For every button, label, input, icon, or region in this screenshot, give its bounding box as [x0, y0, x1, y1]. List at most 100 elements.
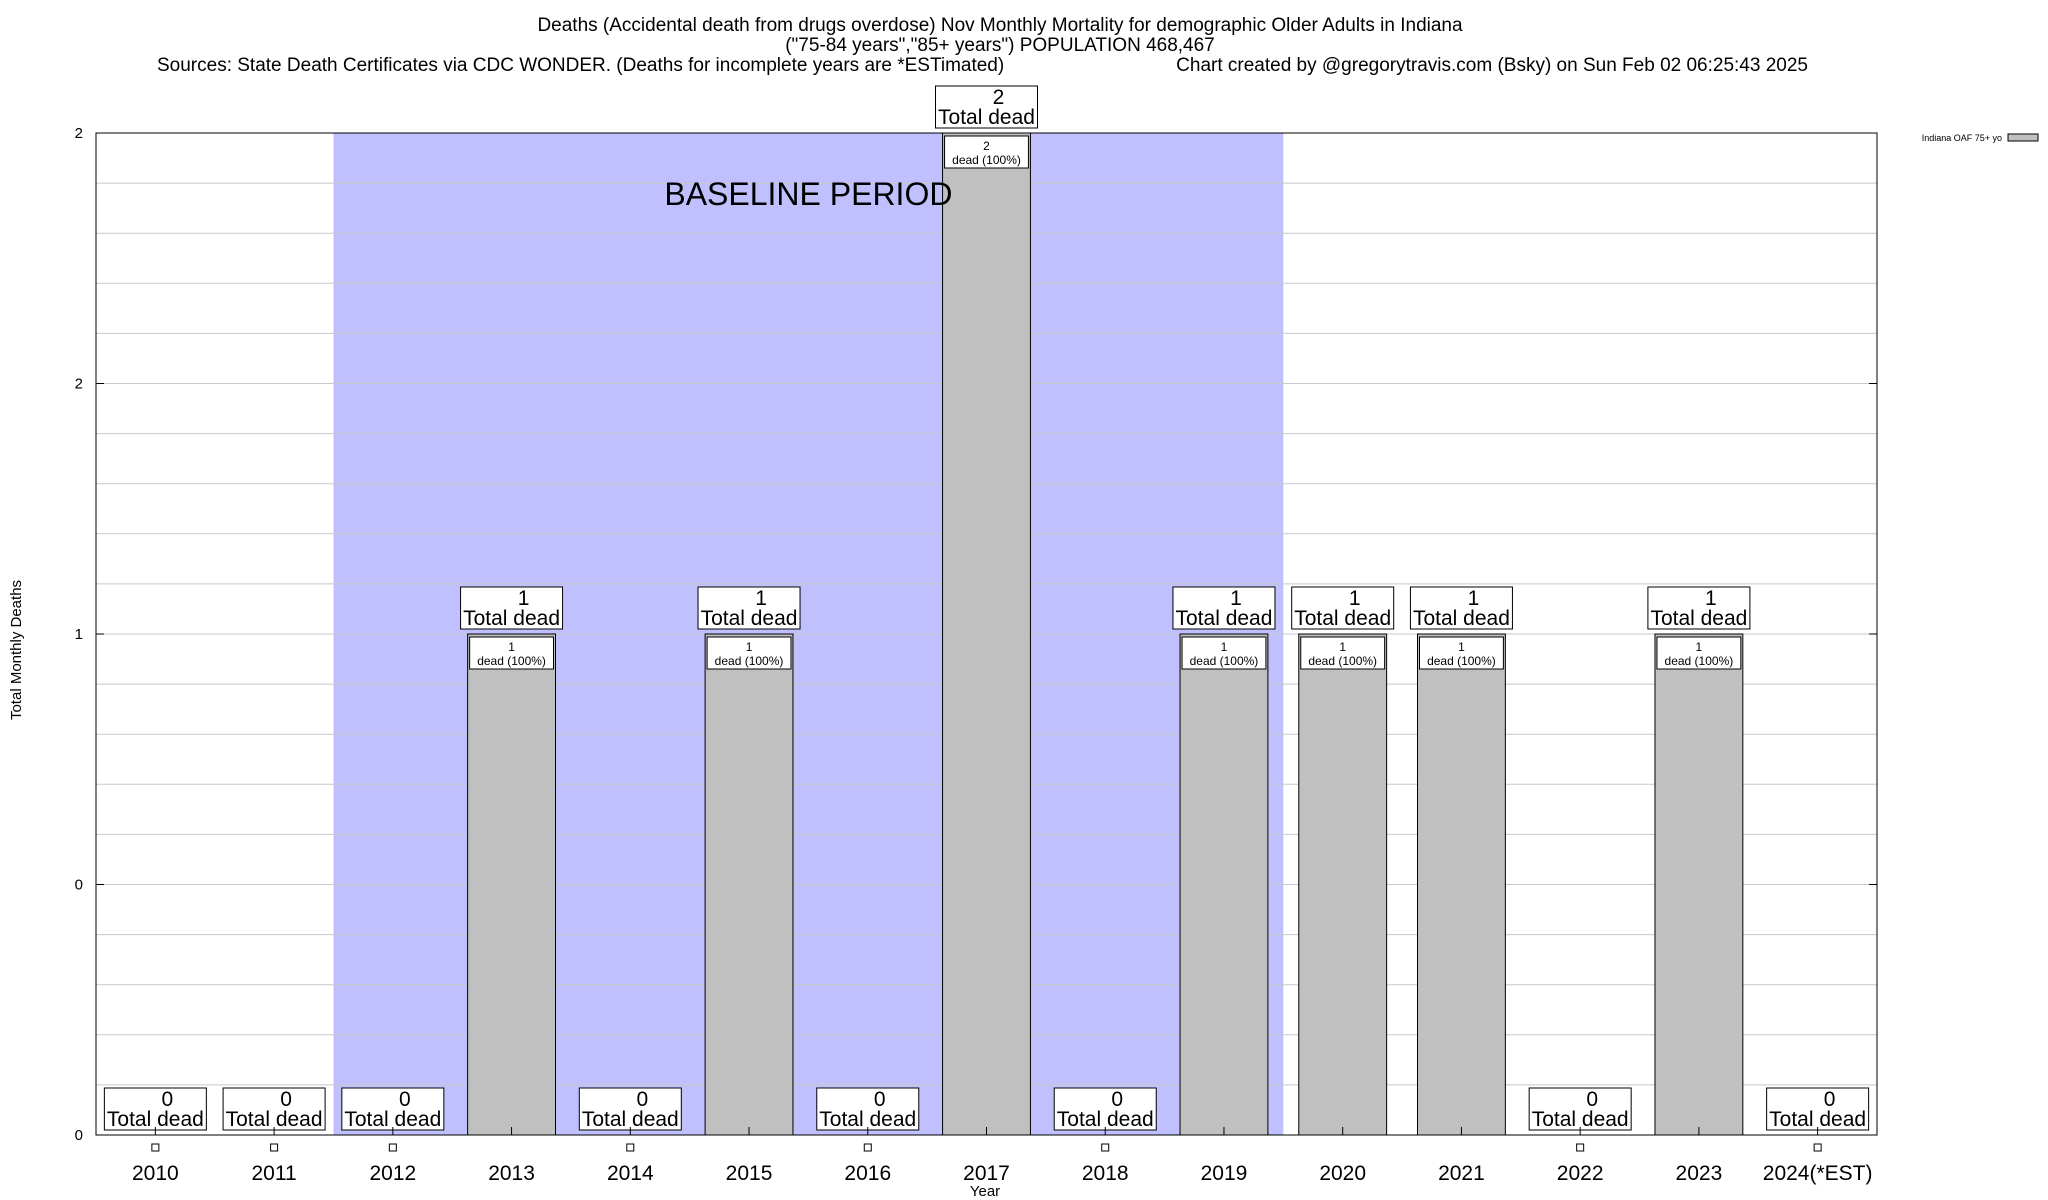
- total-label-box: [1053, 1087, 1157, 1131]
- zero-marker: [1576, 1143, 1585, 1152]
- total-label-value: 1: [1230, 587, 1242, 610]
- x-tick-label: 2016: [844, 1162, 891, 1185]
- bar-inner-label-box: [706, 636, 792, 670]
- y-tick-label: 2: [75, 376, 83, 393]
- bar-inner-value: 2: [983, 139, 990, 153]
- bar-inner-value: 1: [508, 640, 515, 654]
- x-tick-label: 2022: [1557, 1162, 1604, 1185]
- bar-2013: [467, 633, 556, 1136]
- total-label-text: Total dead: [1769, 1108, 1866, 1131]
- bar-inner-value: 1: [1696, 640, 1703, 654]
- total-label-box: [1528, 1087, 1632, 1131]
- total-label-text: Total dead: [463, 607, 560, 630]
- bar-inner-label-box: [1656, 636, 1742, 670]
- total-label-box: [1172, 586, 1276, 630]
- total-label-box: [578, 1087, 682, 1131]
- zero-marker: [863, 1143, 872, 1152]
- bar-inner-label-box: [1300, 636, 1386, 670]
- chart-sources: Sources: State Death Certificates via CD…: [157, 55, 1004, 76]
- x-tick-label: 2014: [607, 1162, 654, 1185]
- total-label-value: 1: [1705, 587, 1717, 610]
- total-label-box: [460, 586, 564, 630]
- total-label-value: 0: [280, 1088, 292, 1111]
- total-label-text: Total dead: [1532, 1108, 1629, 1131]
- bar-inner-percent: dead (100%): [952, 153, 1021, 167]
- x-tick-label: 2018: [1082, 1162, 1129, 1185]
- x-tick-label: 2023: [1676, 1162, 1723, 1185]
- total-label-text: Total dead: [107, 1108, 204, 1131]
- y-tick-label: 0: [75, 1127, 83, 1144]
- total-label-value: 0: [1111, 1088, 1123, 1111]
- total-label-text: Total dead: [344, 1108, 441, 1131]
- bar-2020: [1298, 633, 1388, 1136]
- zero-marker: [626, 1143, 635, 1152]
- x-tick-label: 2011: [252, 1162, 297, 1185]
- x-tick-label: 2021: [1438, 1162, 1485, 1185]
- bar-inner-percent: dead (100%): [1665, 654, 1734, 668]
- zero-marker: [270, 1143, 279, 1152]
- zero-marker: [388, 1143, 397, 1152]
- bar-2015: [704, 633, 794, 1136]
- y-axis-label: Total Monthly Deaths: [8, 580, 25, 720]
- total-label-box: [1291, 586, 1395, 630]
- total-label-value: 0: [162, 1088, 174, 1111]
- x-tick-label: 2010: [132, 1162, 179, 1185]
- total-label-text: Total dead: [1294, 607, 1391, 630]
- zero-marker: [151, 1143, 160, 1152]
- total-label-value: 1: [518, 587, 530, 610]
- zero-marker: [1813, 1143, 1822, 1152]
- total-label-value: 0: [1824, 1088, 1836, 1111]
- bar-inner-percent: dead (100%): [1190, 654, 1259, 668]
- x-tick-label: 2024(*EST): [1763, 1162, 1873, 1185]
- bar-inner-percent: dead (100%): [715, 654, 784, 668]
- total-label-box: [1647, 586, 1751, 630]
- total-label-box: [222, 1087, 326, 1131]
- total-label-value: 0: [399, 1088, 411, 1111]
- total-label-text: Total dead: [701, 607, 798, 630]
- total-label-value: 2: [993, 86, 1005, 109]
- total-label-text: Total dead: [1650, 607, 1747, 630]
- bar-inner-label-box: [469, 636, 554, 670]
- bar-inner-value: 1: [1221, 640, 1228, 654]
- total-label-value: 1: [1349, 587, 1361, 610]
- chart-title-line-1: Deaths (Accidental death from drugs over…: [537, 15, 1463, 36]
- total-label-box: [1409, 586, 1513, 630]
- bar-inner-percent: dead (100%): [477, 654, 546, 668]
- total-label-value: 1: [755, 587, 767, 610]
- total-label-value: 1: [1468, 587, 1480, 610]
- y-tick-label: 0: [75, 877, 83, 894]
- total-label-text: Total dead: [1413, 607, 1510, 630]
- legend-label: Indiana OAF 75+ yo: [1922, 133, 2002, 143]
- x-axis-label: Year: [970, 1183, 1000, 1200]
- x-tick-label: 2015: [726, 1162, 773, 1185]
- bar-inner-value: 1: [1458, 640, 1465, 654]
- bar-inner-label-box: [1181, 636, 1267, 670]
- total-label-box: [1766, 1087, 1870, 1131]
- total-label-text: Total dead: [819, 1108, 916, 1131]
- x-tick-label: 2013: [488, 1162, 535, 1185]
- total-label-box: [816, 1087, 920, 1131]
- y-tick-label: 2: [75, 125, 83, 142]
- total-label-text: Total dead: [582, 1108, 679, 1131]
- total-label-value: 0: [1586, 1088, 1598, 1111]
- total-label-text: Total dead: [1057, 1108, 1154, 1131]
- x-tick-label: 2012: [369, 1162, 416, 1185]
- bar-inner-value: 1: [746, 640, 753, 654]
- total-label-value: 0: [636, 1088, 648, 1111]
- bar-inner-percent: dead (100%): [1427, 654, 1496, 668]
- total-label-text: Total dead: [1176, 607, 1273, 630]
- bar-inner-percent: dead (100%): [1308, 654, 1377, 668]
- bar-2021: [1417, 633, 1506, 1136]
- total-label-box: [935, 85, 1038, 129]
- total-label-box: [697, 586, 801, 630]
- bar-2019: [1179, 633, 1269, 1136]
- bar-2023: [1654, 633, 1744, 1136]
- baseline-period-label: BASELINE PERIOD: [664, 176, 952, 212]
- total-label-value: 0: [874, 1088, 886, 1111]
- bar-inner-label-box: [1419, 636, 1504, 670]
- chart-credit: Chart created by @gregorytravis.com (Bsk…: [1176, 55, 1808, 76]
- x-tick-label: 2017: [963, 1162, 1010, 1185]
- x-tick-label: 2019: [1201, 1162, 1248, 1185]
- zero-marker: [1101, 1143, 1110, 1152]
